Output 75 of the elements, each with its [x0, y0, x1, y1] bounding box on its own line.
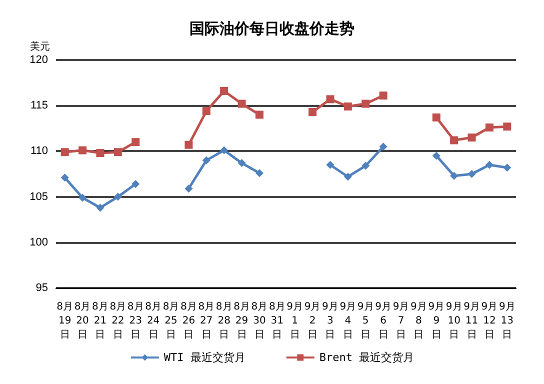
- y-axis-title: 美元: [30, 40, 50, 52]
- point: [255, 110, 264, 119]
- x-tick-label: 8月19日: [56, 302, 74, 340]
- point: [238, 159, 246, 168]
- point: [238, 100, 246, 108]
- x-tick-label: 9月9日: [428, 302, 445, 340]
- point: [326, 160, 334, 169]
- y-tick-label: 115: [30, 100, 48, 112]
- x-tick-label: 8月20日: [74, 302, 91, 340]
- x-tick-label: 9月11日: [464, 302, 480, 340]
- point: [114, 148, 122, 156]
- x-tick-label: 9月3日: [322, 302, 338, 340]
- point: [362, 162, 370, 170]
- x-tick-label: 9月5日: [357, 302, 374, 340]
- x-tick-label: 9月8日: [410, 302, 427, 340]
- x-tick-label: 8月22日: [110, 302, 126, 340]
- point: [184, 140, 193, 149]
- x-tick-label: 8月21日: [92, 302, 108, 340]
- legend-label: Brent 最近交货月: [319, 351, 414, 364]
- point: [344, 102, 352, 111]
- x-tick-label: 9月2日: [304, 302, 321, 340]
- x-tick-label: 8月24日: [145, 302, 162, 340]
- x-tick-label: 9月10日: [446, 302, 462, 340]
- point: [450, 172, 458, 180]
- point: [60, 148, 69, 156]
- x-tick-label: 9月12日: [481, 302, 498, 340]
- point: [468, 170, 476, 178]
- point: [379, 92, 388, 100]
- point: [255, 169, 264, 178]
- y-tick-label: 105: [30, 190, 48, 203]
- point: [308, 108, 317, 116]
- point: [362, 100, 370, 108]
- point: [379, 142, 388, 151]
- point: [432, 152, 440, 160]
- point: [184, 184, 193, 193]
- x-tick-label: 9月13日: [498, 302, 516, 340]
- point: [503, 122, 512, 131]
- point: [132, 138, 140, 146]
- y-tick-label: 100: [30, 236, 48, 248]
- point: [78, 146, 87, 154]
- point: [468, 134, 476, 142]
- x-tick-label: 8月27日: [198, 302, 215, 340]
- x-tick-label: 8月28日: [216, 302, 232, 340]
- x-tick-label: 8月25日: [162, 302, 180, 340]
- x-tick-label: 9月1日: [286, 302, 304, 340]
- point: [432, 113, 440, 122]
- x-tick-label: 9月4日: [340, 302, 356, 340]
- chart-title: 国际油价每日收盘价走势: [190, 20, 354, 38]
- x-tick-label: 9月6日: [375, 302, 392, 340]
- point: [220, 87, 228, 96]
- y-tick-label: 95: [36, 282, 48, 294]
- point: [220, 146, 228, 154]
- point: [96, 204, 104, 212]
- point: [96, 149, 104, 158]
- point: [60, 174, 69, 182]
- point: [450, 136, 458, 144]
- x-tick-label: 9月7日: [392, 302, 410, 340]
- point: [485, 123, 494, 132]
- x-tick-label: 8月30日: [251, 302, 268, 340]
- point: [132, 180, 140, 188]
- x-tick-label: 8月31日: [268, 302, 286, 340]
- x-tick-label: 8月23日: [127, 302, 144, 340]
- legend-label: WTI 最近交货月: [164, 351, 246, 364]
- x-tick-label: 8月29日: [234, 302, 250, 340]
- point: [78, 194, 87, 202]
- y-tick-label: 110: [30, 145, 48, 158]
- point: [344, 172, 352, 181]
- point: [485, 160, 494, 169]
- point: [202, 156, 210, 164]
- point: [202, 107, 210, 116]
- y-tick-label: 120: [30, 54, 48, 66]
- point: [114, 192, 122, 201]
- x-tick-label: 8月26日: [180, 302, 197, 340]
- point: [503, 164, 512, 172]
- point: [326, 95, 334, 104]
